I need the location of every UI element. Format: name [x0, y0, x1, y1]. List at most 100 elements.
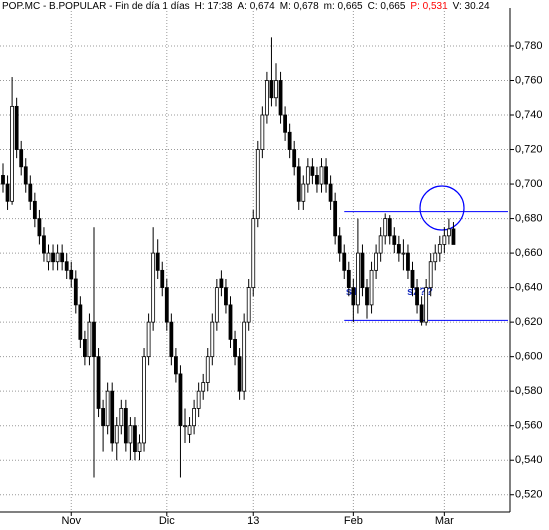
candle-body — [415, 287, 419, 306]
candle-body — [446, 228, 451, 237]
candle-body — [192, 408, 197, 427]
candle-body — [228, 304, 233, 340]
y-tick-label: 0,720 — [515, 143, 543, 155]
candle-body — [264, 80, 269, 116]
candle-body — [1, 175, 5, 185]
x-tick-label: Dic — [159, 515, 175, 527]
candle-body — [328, 183, 333, 202]
candle-body — [92, 321, 96, 358]
candle-body — [64, 261, 69, 271]
candle-body — [296, 166, 301, 202]
candle-body — [374, 252, 379, 271]
candle-body — [19, 149, 24, 168]
header-item: H: 17:38 — [195, 1, 233, 12]
header: POP.MC - B.POPULAR - Fin de día 1 días H:… — [2, 1, 490, 12]
header-item: A: 0,674 — [237, 1, 275, 12]
candle-body — [83, 338, 87, 358]
candle-body — [187, 425, 192, 435]
candle-body — [105, 390, 110, 427]
highlight-circle — [419, 185, 465, 231]
candle-body — [292, 149, 297, 168]
y-tick-label: 0,700 — [515, 178, 543, 190]
x-tick-label: 13 — [247, 515, 259, 527]
candle-body — [337, 235, 342, 254]
candle-body — [342, 252, 347, 271]
candle-body — [333, 200, 338, 237]
candle-body — [392, 235, 397, 245]
candle-body — [278, 80, 283, 116]
candle-body — [383, 218, 388, 237]
y-tick-label: 0,600 — [515, 351, 543, 363]
candle-body — [114, 425, 119, 444]
candle-body — [146, 321, 151, 358]
candle-body — [128, 425, 133, 444]
candle-body — [251, 218, 256, 289]
candle-body — [69, 269, 74, 280]
candle-body — [310, 166, 315, 176]
x-tick-label: Mar — [435, 515, 454, 527]
candle-body — [155, 252, 160, 271]
candle-body — [351, 287, 356, 306]
candle-body — [319, 166, 324, 185]
candle-body — [164, 287, 169, 323]
y-tick-label: 0,780 — [515, 40, 543, 52]
y-tick-label: 0,520 — [515, 489, 543, 501]
y-tick-label: 0,580 — [515, 385, 543, 397]
candle-body — [5, 183, 10, 202]
candle-body — [201, 382, 206, 392]
candle-body — [142, 356, 146, 444]
candle-body — [260, 114, 265, 150]
candle-body — [365, 287, 369, 306]
candle-body — [396, 244, 401, 254]
candle-body — [360, 252, 365, 289]
candle-body — [51, 252, 55, 263]
candle-body — [378, 235, 383, 254]
candle-body — [96, 356, 101, 409]
candle-body — [237, 356, 242, 392]
candle-body — [233, 338, 237, 358]
x-tick-label: Feb — [344, 515, 363, 527]
candle-body — [406, 252, 410, 271]
candle-body — [219, 278, 224, 289]
candle-body — [401, 252, 406, 255]
header-item: M: 0,678 — [280, 1, 319, 12]
candle-body — [151, 252, 156, 323]
candle-body — [437, 244, 442, 254]
candle-body — [301, 183, 306, 202]
candle-body — [60, 252, 65, 263]
candle-body — [183, 425, 187, 428]
candle-body — [87, 321, 92, 358]
y-tick-label: 0,760 — [515, 74, 543, 86]
header-item: C: 0,665 — [368, 1, 406, 12]
candle-body — [324, 166, 328, 185]
x-tick-label: Nov — [61, 515, 81, 527]
candle-body — [28, 183, 33, 202]
candle-body — [78, 304, 83, 340]
candle-body — [55, 252, 60, 263]
candle-body — [46, 252, 51, 263]
candle-body — [101, 408, 105, 427]
candle-body — [210, 321, 215, 358]
header-item: P: 0,531 — [410, 1, 448, 12]
candle-body — [10, 105, 15, 202]
y-tick-label: 0,680 — [515, 212, 543, 224]
candle-body — [224, 287, 228, 306]
candle-body — [269, 80, 274, 99]
candle-body — [410, 269, 415, 289]
y-tick-label: 0,740 — [515, 109, 543, 121]
candle-body — [196, 390, 201, 409]
candle-body — [123, 408, 128, 444]
candle-body — [305, 166, 310, 185]
candle-body — [315, 175, 319, 185]
candle-body — [37, 218, 42, 237]
candle-body — [346, 269, 351, 289]
candle-body — [32, 200, 37, 219]
candle-body — [442, 235, 447, 245]
candle-body — [242, 321, 247, 392]
candle-body — [387, 218, 392, 237]
header-item: POP.MC - B.POPULAR - Fin de día 1 días — [2, 1, 190, 12]
candle-body — [287, 131, 292, 150]
candle-body — [169, 321, 174, 358]
